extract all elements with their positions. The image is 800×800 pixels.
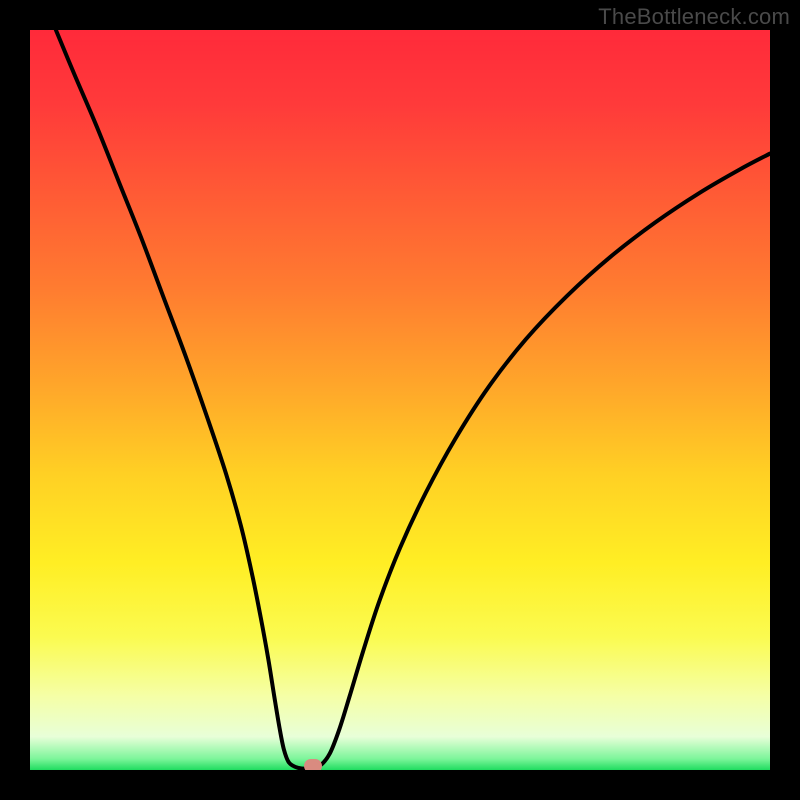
plot-background <box>30 30 770 770</box>
plot-area <box>30 30 770 770</box>
watermark-text: TheBottleneck.com <box>598 4 790 30</box>
chart-frame: TheBottleneck.com <box>0 0 800 800</box>
optimum-marker <box>304 759 322 770</box>
